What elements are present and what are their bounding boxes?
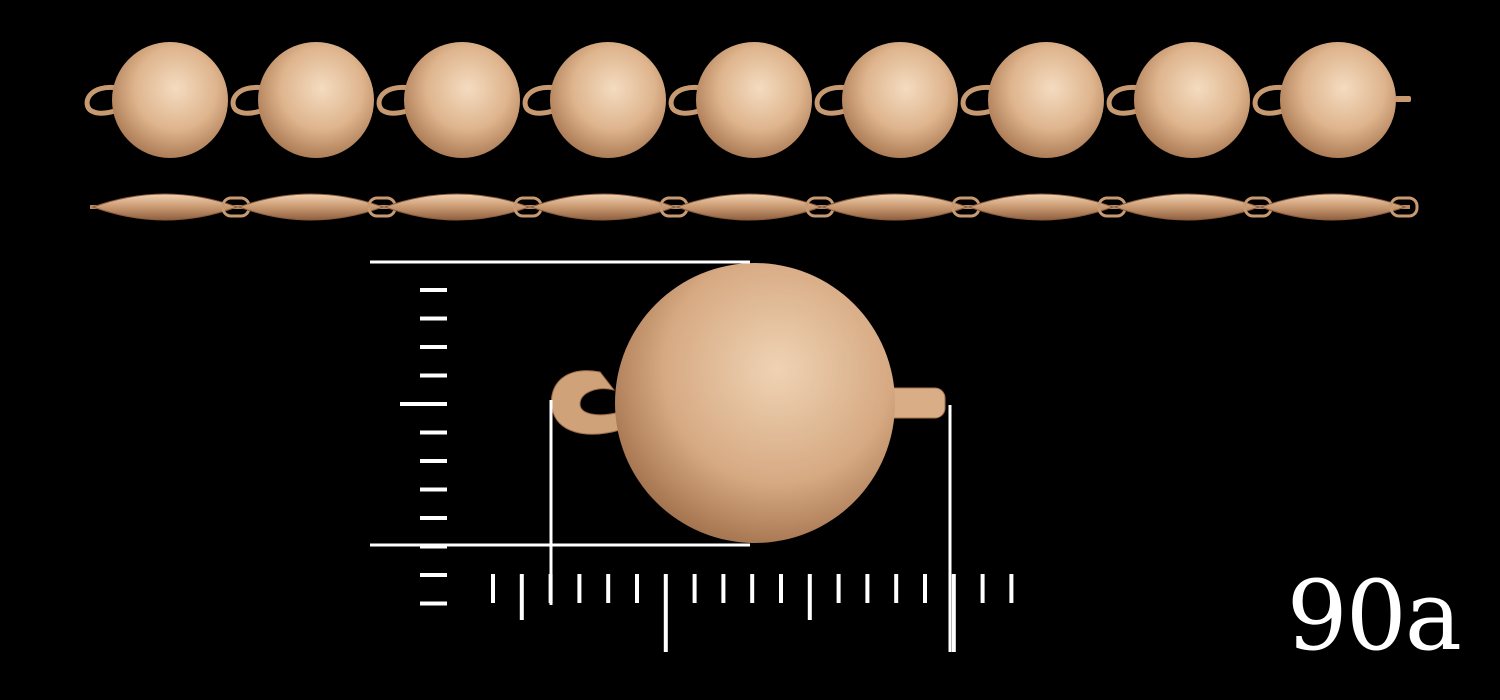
chain-end-tab: [1395, 96, 1411, 102]
chain-link-loop: [1106, 84, 1141, 116]
chain-bead: [1280, 42, 1396, 158]
side-bead-lens: [529, 193, 677, 221]
chain-bead: [550, 42, 666, 158]
side-bead-lens: [1259, 193, 1407, 221]
side-bead-lens: [91, 193, 239, 221]
chain-link-loop: [376, 84, 411, 116]
side-link-loop: [1389, 196, 1419, 218]
figure-label: 90a: [1286, 560, 1462, 672]
chain-link-loop: [522, 84, 557, 116]
chain-link-loop: [1252, 84, 1287, 116]
side-bead-lens: [821, 193, 969, 221]
side-bead-lens: [675, 193, 823, 221]
chain-bead: [988, 42, 1104, 158]
chain-link-loop: [668, 84, 703, 116]
side-bead-lens: [237, 193, 385, 221]
bead-chain-side-view: [90, 193, 1419, 221]
side-bead-lens: [1113, 193, 1261, 221]
chain-link-loop: [960, 84, 995, 116]
horizontal-ruler: [491, 574, 1014, 652]
chain-bead: [112, 42, 228, 158]
bead-chain-front-view: [84, 42, 1411, 158]
chain-bead: [258, 42, 374, 158]
chain-bead: [404, 42, 520, 158]
bead-ball: [615, 263, 895, 543]
chain-link-loop: [814, 84, 849, 116]
bead-loop: [550, 370, 621, 435]
side-bead-lens: [967, 193, 1115, 221]
side-bead-lens: [383, 193, 531, 221]
chain-link-loop: [84, 84, 119, 116]
chain-bead: [842, 42, 958, 158]
enlarged-bead: [550, 263, 946, 543]
chain-bead: [696, 42, 812, 158]
chain-link-loop: [230, 84, 265, 116]
chain-bead: [1134, 42, 1250, 158]
vertical-ruler: [400, 288, 447, 606]
